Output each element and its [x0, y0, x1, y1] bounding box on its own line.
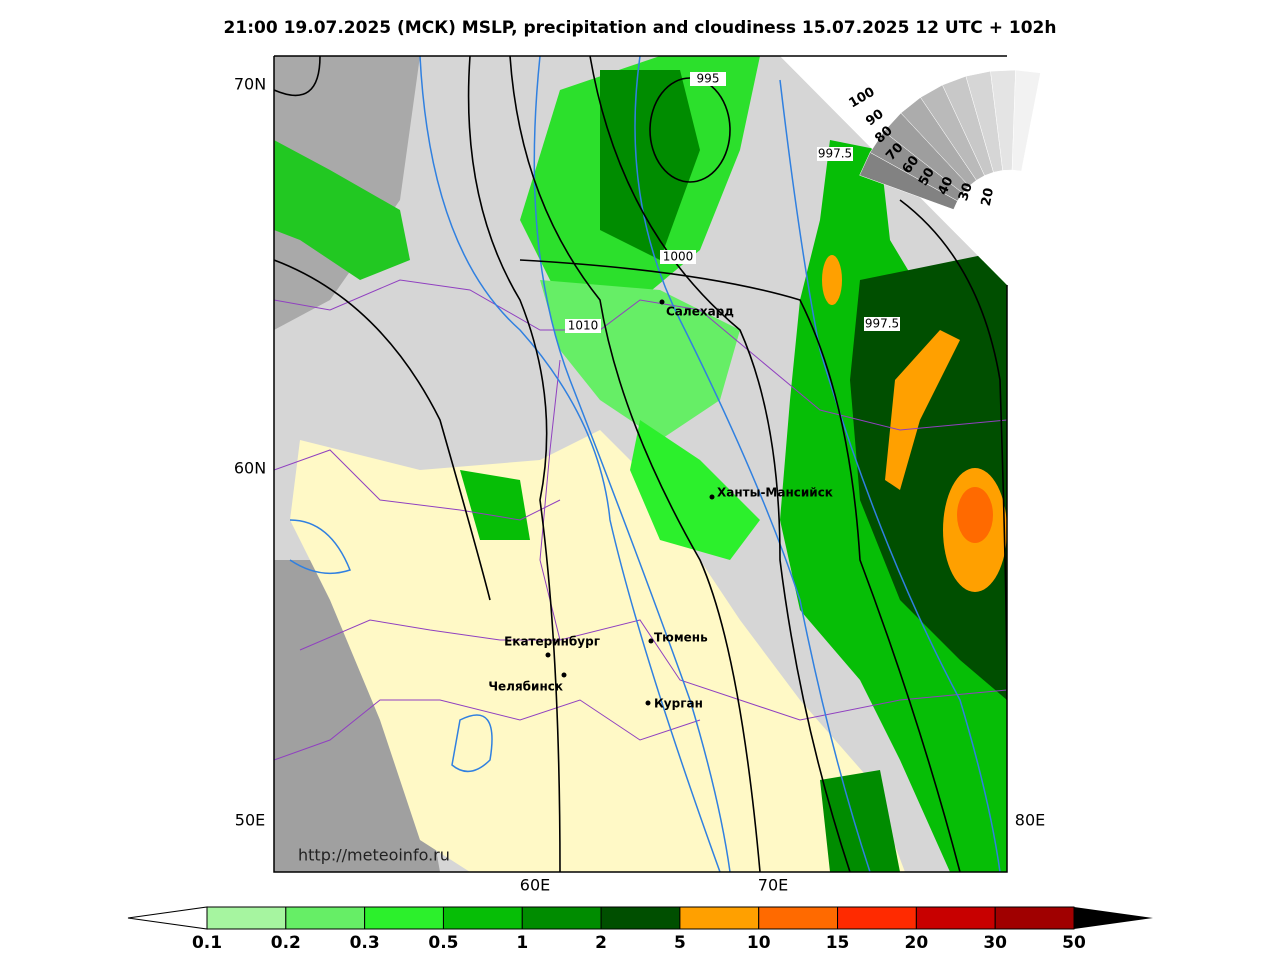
clear-area	[290, 430, 905, 872]
colorbar-swatch	[442, 906, 523, 930]
colorbar-swatch	[285, 906, 366, 930]
city-label: Челябинск	[488, 680, 563, 694]
colorbar-label: 30	[983, 933, 1007, 953]
isobar-label-bg	[864, 317, 900, 331]
dense-cloud	[274, 560, 440, 872]
city-label: Ханты-Мансийск	[717, 486, 833, 500]
colorbar-swatch	[206, 906, 287, 930]
isobar	[274, 259, 491, 601]
isoline	[419, 56, 721, 872]
watermark: http://meteoinfo.ru	[298, 846, 450, 865]
axis-label: 70E	[758, 876, 788, 895]
colorbar-label: 15	[826, 933, 850, 953]
city-label: Курган	[654, 697, 703, 711]
precip-area	[820, 770, 900, 872]
axis-label: 60N	[234, 459, 266, 478]
colorbar: 0.1 0.2 0.3 0.5 1 2 5 10 15 20 30 50	[127, 906, 1153, 953]
colorbar-swatch	[521, 906, 602, 930]
colorbar-label: 1	[516, 933, 528, 953]
isobar-label-bg	[660, 250, 696, 264]
precip-area	[274, 140, 410, 280]
precip-area	[630, 420, 760, 560]
map-frame	[273, 55, 1008, 873]
isotherms	[289, 56, 1001, 872]
isobar	[519, 259, 961, 872]
heavy-precip	[957, 487, 993, 543]
colorbar-swatch	[758, 906, 839, 930]
isoline	[289, 519, 351, 575]
isobar	[467, 56, 561, 872]
border	[274, 699, 701, 761]
isoline	[451, 714, 493, 773]
colorbar-swatch	[600, 906, 681, 930]
precip-area	[600, 70, 700, 260]
isobar-label: 995	[697, 72, 720, 86]
city-dot	[561, 672, 567, 678]
isobar-label-bg	[565, 319, 601, 333]
border	[274, 279, 1007, 431]
colorbar-swatch	[915, 906, 996, 930]
labels: 70N 60N 50E 80E 60E 70E 995 997.5 1000 1010 997.5 С…	[234, 72, 1045, 895]
cloudiness-label: 20	[979, 187, 997, 208]
isobar-label: 1010	[568, 319, 599, 333]
isobars	[274, 56, 1007, 872]
isobar-label-bg	[690, 72, 726, 86]
colorbar-label: 0.2	[271, 933, 301, 953]
axis-label: 70N	[234, 75, 266, 94]
city-label: Тюмень	[654, 631, 708, 645]
colorbar-label: 0.1	[192, 933, 222, 953]
cloudiness-label: 30	[956, 181, 976, 203]
borders	[274, 279, 1007, 761]
city-dot	[659, 299, 665, 305]
city-dot	[545, 652, 551, 658]
colorbar-swatch	[994, 906, 1075, 930]
border	[299, 619, 1007, 721]
axis-label: 50E	[235, 811, 265, 830]
isobar-label: 1000	[663, 250, 694, 264]
isobar-label-bg	[817, 147, 853, 161]
colorbar-label: 5	[674, 933, 686, 953]
cloudiness-swatch	[1011, 69, 1041, 172]
map-fields	[274, 56, 1007, 872]
colorbar-label: 0.3	[350, 933, 380, 953]
colorbar-label: 0.5	[428, 933, 458, 953]
isoline	[779, 79, 1001, 872]
heavy-precip	[885, 330, 960, 490]
isobar-label: 997.5	[818, 147, 852, 161]
axis-label: 60E	[520, 876, 550, 895]
city-dot	[709, 494, 715, 500]
colorbar-swatch	[364, 906, 444, 930]
heavy-precip	[822, 255, 842, 305]
colorbar-label: 50	[1062, 933, 1086, 953]
cloudiness-label: 40	[935, 175, 956, 198]
isobar	[509, 56, 761, 872]
isoline	[533, 56, 731, 872]
colorbar-under	[127, 906, 208, 930]
colorbar-swatch	[837, 906, 917, 930]
precip-area	[460, 470, 530, 540]
colorbar-label: 2	[595, 933, 607, 953]
city-dot	[645, 700, 651, 706]
isobar	[274, 56, 321, 97]
axis-label: 80E	[1015, 811, 1045, 830]
border	[274, 449, 561, 521]
city-dot	[648, 638, 654, 644]
colorbar-label: 10	[747, 933, 771, 953]
isobar	[589, 56, 851, 872]
isobar-label: 997.5	[865, 317, 899, 331]
title: 21:00 19.07.2025 (МСК) MSLP, precipitati…	[224, 18, 1057, 38]
city-label: Екатеринбург	[504, 635, 600, 649]
colorbar-swatch	[679, 906, 760, 930]
colorbar-over	[1074, 907, 1153, 929]
colorbar-label: 20	[905, 933, 929, 953]
city-label: Салехард	[666, 305, 734, 319]
isoline	[634, 56, 871, 872]
